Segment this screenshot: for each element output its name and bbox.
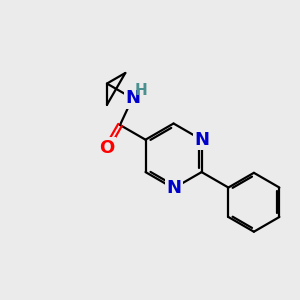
Text: O: O — [99, 139, 114, 157]
Text: H: H — [134, 83, 147, 98]
Text: N: N — [166, 179, 181, 197]
Text: N: N — [194, 131, 209, 149]
Text: N: N — [125, 89, 140, 107]
